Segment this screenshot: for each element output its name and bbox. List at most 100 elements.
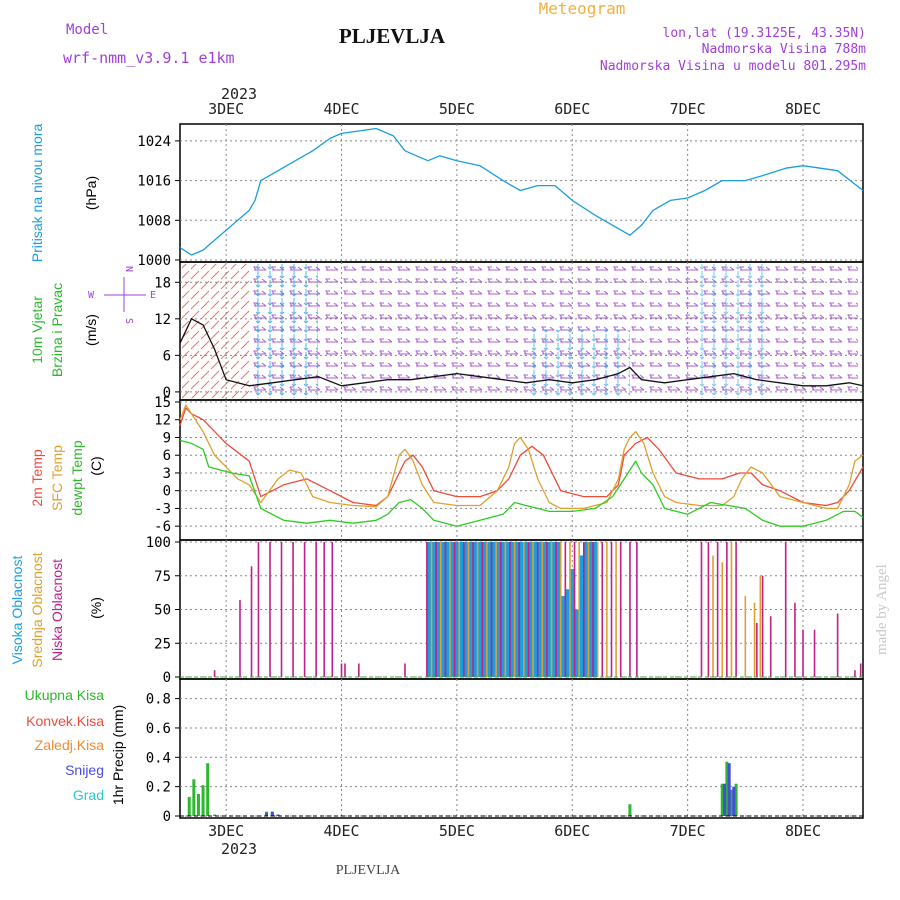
legend-total-rain: Ukupna Kisa (25, 687, 105, 703)
bar-niska-oblacnost (315, 542, 317, 677)
bar-visoka-oblacnost (542, 542, 548, 677)
bar-niska-oblacnost (490, 542, 493, 677)
bar-snijeg (732, 786, 736, 816)
bar-visoka-oblacnost (532, 542, 538, 677)
bar-niska-oblacnost (331, 542, 334, 677)
bar-niska-oblacnost (726, 542, 728, 677)
y-tick-label: 0.2 (146, 780, 171, 796)
bar-srednja-oblacnost (523, 542, 525, 677)
year-label-top: 2023 (221, 85, 257, 103)
bar-ukupna-kisa (192, 779, 196, 816)
meteogram-label: Meteogram (539, 0, 626, 18)
bar-srednja-oblacnost (439, 542, 442, 677)
top-day-label: 8DEC (785, 100, 821, 118)
bar-niska-oblacnost (836, 613, 839, 677)
precip-panel (179, 678, 864, 819)
compass-n: N (123, 266, 134, 272)
bar-niska-oblacnost (292, 542, 294, 677)
bar-visoka-oblacnost (505, 542, 511, 677)
chart-marks (179, 127, 864, 817)
y-tick-label: 1016 (137, 174, 171, 190)
bar-visoka-oblacnost (574, 609, 580, 677)
y-tick-label: -3 (154, 501, 171, 517)
model-elevation-text: Nadmorska Visina u modelu 801.295m (600, 59, 866, 74)
y-tick-label: 100 (146, 535, 171, 551)
bar-niska-oblacnost (735, 542, 737, 677)
cloud-ylabel-4: (%) (88, 597, 104, 619)
bar-niska-oblacnost (239, 600, 241, 677)
y-tick-label: 75 (154, 569, 171, 585)
bar-niska-oblacnost (536, 542, 539, 677)
bar-visoka-oblacnost (454, 542, 460, 677)
bar-srednja-oblacnost (744, 596, 747, 677)
bottom-day-label: 4DEC (323, 822, 359, 840)
y-tick-label: 0 (163, 809, 171, 825)
bar-ukupna-kisa (734, 783, 738, 816)
bar-srednja-oblacnost (430, 542, 433, 677)
bar-visoka-oblacnost (500, 542, 506, 677)
bar-srednja-oblacnost (467, 542, 470, 677)
bar-niska-oblacnost (257, 542, 260, 677)
series-line-pritisak-na-nivou-mora (179, 127, 864, 256)
bar-niska-oblacnost (509, 542, 511, 677)
bar-visoka-oblacnost (523, 542, 529, 677)
bar-visoka-oblacnost (459, 542, 465, 677)
bar-srednja-oblacnost (615, 542, 617, 677)
bar-visoka-oblacnost (509, 542, 515, 677)
bar-visoka-oblacnost (463, 542, 469, 677)
bar-srednja-oblacnost (495, 542, 497, 677)
bar-niska-oblacnost (854, 670, 856, 677)
grid-lines (180, 124, 863, 818)
bar-ukupna-kisa (201, 785, 205, 816)
model-name: wrf-nmm_v3.9.1 e1km (63, 49, 235, 67)
bar-visoka-oblacnost (472, 542, 478, 677)
bar-niska-oblacnost (463, 542, 465, 677)
legend-convective-rain: Konvek.Kisa (26, 713, 104, 729)
temp-ylabel-1: 2m Temp (29, 449, 45, 507)
bar-visoka-oblacnost (440, 542, 446, 677)
bar-visoka-oblacnost (537, 542, 543, 677)
bar-niska-oblacnost (518, 542, 520, 677)
bar-visoka-oblacnost (555, 542, 561, 677)
wind-ylabel-2: Brzina i Pravac (49, 283, 65, 377)
y-tick-label: 6 (163, 348, 171, 364)
bar-niska-oblacnost (499, 542, 502, 677)
bar-visoka-oblacnost (477, 542, 483, 677)
watermark: made by Angel (874, 564, 890, 655)
bar-visoka-oblacnost (486, 542, 492, 677)
top-day-label: 6DEC (554, 100, 590, 118)
bar-visoka-oblacnost (592, 542, 598, 677)
bar-niska-oblacnost (481, 542, 484, 677)
bar-srednja-oblacnost (569, 542, 571, 677)
y-tick-label: 25 (154, 636, 171, 652)
bar-visoka-oblacnost (431, 542, 437, 677)
temp-ylabel-3: dewpt Temp (69, 440, 85, 515)
elevation-text: Nadmorska Visina 788m (702, 42, 867, 57)
cloud-ylabel-1: Visoka Oblacnost (9, 556, 25, 665)
bar-niska-oblacnost (716, 542, 719, 677)
bar-ukupna-kisa (628, 804, 632, 816)
top-day-labels: 3DEC 4DEC 5DEC 6DEC 7DEC 8DEC (208, 100, 821, 118)
series-line-dewpt-temp (179, 439, 864, 527)
bar-visoka-oblacnost (519, 542, 524, 677)
bar-srednja-oblacnost (513, 542, 516, 677)
bar-niska-oblacnost (269, 542, 271, 677)
bar-niska-oblacnost (435, 542, 437, 677)
bar-srednja-oblacnost (550, 542, 553, 677)
bar-visoka-oblacnost (426, 542, 432, 677)
bar-niska-oblacnost (784, 542, 787, 677)
bar-srednja-oblacnost (753, 602, 756, 677)
bar-niska-oblacnost (769, 616, 772, 677)
bar-visoka-oblacnost (588, 542, 594, 677)
bar-niska-oblacnost (629, 542, 631, 677)
legend-snow: Snijeg (65, 762, 104, 778)
bar-srednja-oblacnost (458, 542, 460, 677)
legend-graupel: Grad (73, 787, 104, 803)
bar-srednja-oblacnost (504, 542, 507, 677)
bar-niska-oblacnost (794, 602, 796, 677)
bar-snijeg (270, 811, 274, 816)
bottom-day-label: 8DEC (785, 822, 821, 840)
bottom-day-label: 6DEC (554, 822, 590, 840)
y-tick-label: 6 (163, 448, 171, 464)
